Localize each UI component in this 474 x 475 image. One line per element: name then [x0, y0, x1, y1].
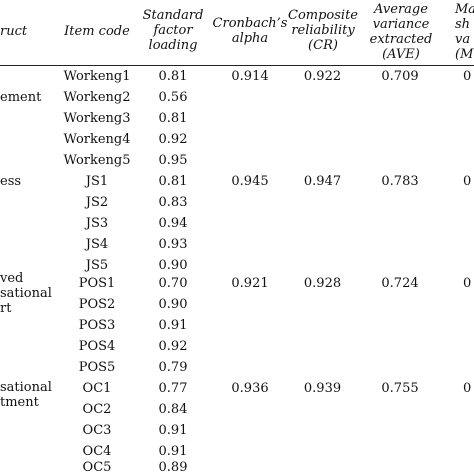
factor-loading: 0.83 — [158, 195, 188, 210]
factor-loading: 0.91 — [158, 444, 188, 459]
composite-reliability: 0.922 — [303, 69, 342, 84]
item-code: Workeng3 — [63, 111, 131, 126]
ave-value: 0.783 — [381, 174, 419, 189]
composite-reliability: 0.939 — [303, 381, 342, 396]
item-code: POS3 — [78, 318, 116, 333]
msv-value: 0 — [463, 381, 472, 396]
item-code: Workeng4 — [63, 132, 131, 147]
item-code: JS4 — [85, 237, 109, 252]
header-rule — [0, 65, 474, 66]
composite-reliability: 0.947 — [303, 174, 342, 189]
item-code: OC2 — [82, 402, 112, 417]
factor-loading: 0.90 — [158, 258, 188, 273]
factor-loading: 0.77 — [158, 381, 188, 396]
item-code: JS5 — [85, 258, 109, 273]
item-code: POS5 — [78, 360, 116, 375]
factor-loading: 0.93 — [158, 237, 188, 252]
factor-loading: 0.95 — [158, 153, 188, 168]
header-average-variance-extracted: Average variance extracted (AVE) — [369, 2, 433, 62]
factor-loading: 0.84 — [158, 402, 188, 417]
cronbach-alpha: 0.945 — [231, 174, 269, 189]
factor-loading: 0.94 — [158, 216, 188, 231]
composite-reliability: 0.928 — [303, 276, 342, 291]
factor-loading: 0.81 — [158, 69, 188, 84]
item-code: OC4 — [82, 444, 112, 459]
item-code: OC3 — [82, 423, 112, 438]
factor-loading: 0.81 — [158, 111, 188, 126]
factor-loading: 0.56 — [158, 90, 188, 105]
item-code: Workeng1 — [63, 69, 131, 84]
factor-loading: 0.81 — [158, 174, 188, 189]
item-code: OC5 — [82, 460, 112, 475]
header-standard-factor-loading: Standard factor loading — [142, 8, 204, 53]
header-item-code: Item code — [64, 24, 130, 39]
construct-label: ement — [0, 90, 42, 105]
item-code: POS2 — [78, 297, 116, 312]
msv-value: 0 — [463, 69, 472, 84]
factor-loading: 0.92 — [158, 339, 188, 354]
factor-loading: 0.92 — [158, 132, 188, 147]
cronbach-alpha: 0.936 — [231, 381, 269, 396]
header-max-shared-variance: Ma sh va (M — [455, 2, 474, 62]
factor-loading: 0.79 — [158, 360, 188, 375]
ave-value: 0.724 — [381, 276, 419, 291]
msv-value: 0 — [463, 174, 472, 189]
header-composite-reliability: Composite reliability (CR) — [288, 8, 358, 53]
factor-loading: 0.91 — [158, 318, 188, 333]
item-code: POS4 — [78, 339, 116, 354]
header-cronbachs-alpha: Cronbach’s alpha — [212, 16, 288, 46]
factor-loading: 0.90 — [158, 297, 188, 312]
ave-value: 0.709 — [381, 69, 419, 84]
factor-loading: 0.70 — [158, 276, 188, 291]
cronbach-alpha: 0.921 — [231, 276, 269, 291]
item-code: Workeng2 — [63, 90, 131, 105]
factor-loading: 0.91 — [158, 423, 188, 438]
item-code: JS3 — [85, 216, 109, 231]
cronbach-alpha: 0.914 — [231, 69, 269, 84]
ave-value: 0.755 — [381, 381, 419, 396]
msv-value: 0 — [463, 276, 472, 291]
item-code: JS1 — [85, 174, 109, 189]
construct-label: ved sational rt — [0, 271, 52, 316]
item-code: OC1 — [82, 381, 112, 396]
item-code: JS2 — [85, 195, 109, 210]
item-code: Workeng5 — [63, 153, 131, 168]
header-construct: ruct — [0, 24, 28, 39]
factor-loading: 0.89 — [158, 460, 188, 475]
construct-label: ess — [0, 174, 22, 189]
item-code: POS1 — [78, 276, 116, 291]
construct-label: sational tment — [0, 380, 52, 410]
